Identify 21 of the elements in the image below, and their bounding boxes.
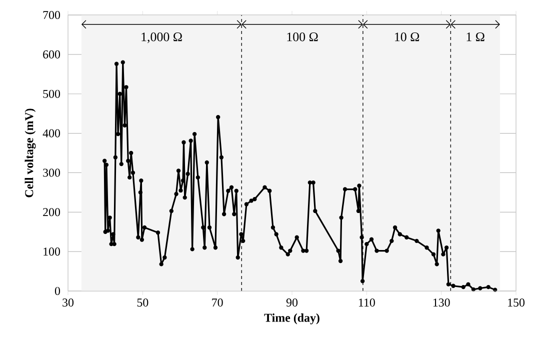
y-tick-label: 100 [44, 248, 60, 256]
x-tick-label: 70 [212, 298, 223, 307]
x-tick-label: 150 [508, 298, 525, 307]
band-label: 1 Ω [466, 32, 484, 42]
x-tick-label: 30 [62, 298, 74, 307]
x-tick-label: 130 [433, 298, 450, 307]
y-tick-label: 0 [54, 286, 60, 296]
band-label: 1,000 Ω [142, 32, 182, 44]
band-label: 100 Ω [287, 32, 318, 42]
x-tick-label: 110 [358, 298, 375, 307]
y-tick-label: 400 [42, 129, 60, 138]
x-tick-label: 50 [137, 298, 148, 307]
y-tick-label: 500 [43, 90, 60, 98]
y-axis-title: Cell voltage (mV) [24, 108, 36, 198]
band-label: 10 Ω [395, 32, 420, 42]
y-tick-label: 700 [43, 10, 60, 20]
y-tick-label: 300 [43, 168, 60, 177]
y-tick-label: 200 [43, 208, 60, 216]
x-tick-label: 90 [286, 298, 298, 307]
x-axis-title: Time (day) [264, 313, 320, 324]
y-tick-label: 600 [43, 50, 60, 58]
